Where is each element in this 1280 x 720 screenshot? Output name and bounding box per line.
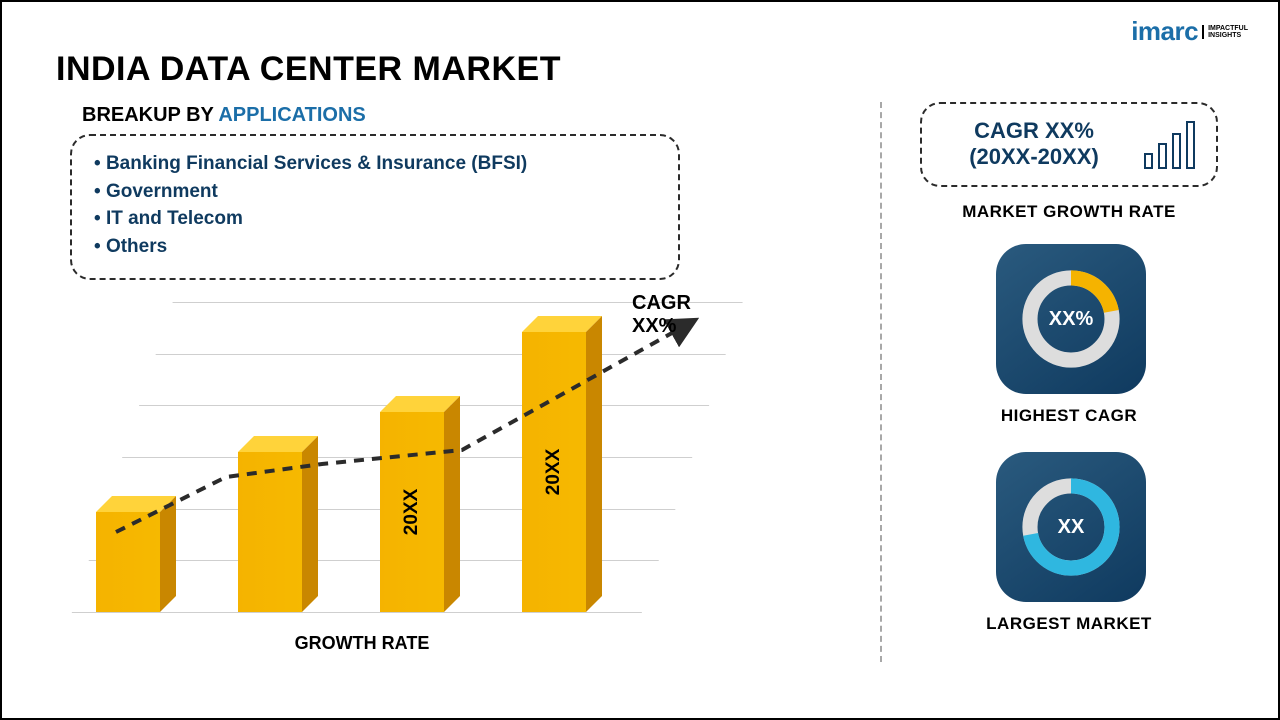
subtitle-prefix: BREAKUP BY xyxy=(82,104,218,126)
growth-chart: 20XX20XX CAGR XX% GROWTH RATE xyxy=(72,302,712,662)
cagr-summary-box: CAGR XX%(20XX-20XX) xyxy=(920,102,1218,187)
label-market-growth: MARKET GROWTH RATE xyxy=(920,202,1218,222)
chart-bar xyxy=(96,512,160,612)
chart-bar: 20XX xyxy=(522,332,586,612)
tile1-value: XX% xyxy=(1049,308,1093,331)
subtitle-highlight: APPLICATIONS xyxy=(218,104,365,126)
list-item: Others xyxy=(94,233,656,261)
chart-x-title: GROWTH RATE xyxy=(72,633,652,654)
list-item: IT and Telecom xyxy=(94,205,656,233)
tile-highest-cagr: XX% xyxy=(996,244,1146,394)
logo-tagline: IMPACTFULINSIGHTS xyxy=(1202,25,1248,39)
list-item: Government xyxy=(94,178,656,206)
label-highest-cagr: HIGHEST CAGR xyxy=(920,406,1218,426)
page-title: INDIA DATA CENTER MARKET xyxy=(56,50,561,89)
chart-bars: 20XX 20XX xyxy=(72,302,672,612)
breakup-list-box: Banking Financial Services & Insurance (… xyxy=(70,134,680,280)
breakup-list: Banking Financial Services & Insurance (… xyxy=(94,150,656,260)
vertical-divider xyxy=(880,102,882,662)
label-largest-market: LARGEST MARKET xyxy=(920,614,1218,634)
list-item: Banking Financial Services & Insurance (… xyxy=(94,150,656,178)
trend-label: CAGR XX% xyxy=(632,292,712,338)
chart-bar xyxy=(238,452,302,612)
brand-logo: imarc IMPACTFULINSIGHTS xyxy=(1131,16,1248,47)
tile-largest-market: XX xyxy=(996,452,1146,602)
bars-icon xyxy=(1144,119,1200,169)
section-subtitle: BREAKUP BY APPLICATIONS xyxy=(82,104,366,127)
logo-text: imarc xyxy=(1131,16,1198,47)
cagr-text: CAGR XX%(20XX-20XX) xyxy=(938,118,1130,171)
tile2-value: XX xyxy=(1058,516,1085,539)
chart-bar: 20XX xyxy=(380,412,444,612)
